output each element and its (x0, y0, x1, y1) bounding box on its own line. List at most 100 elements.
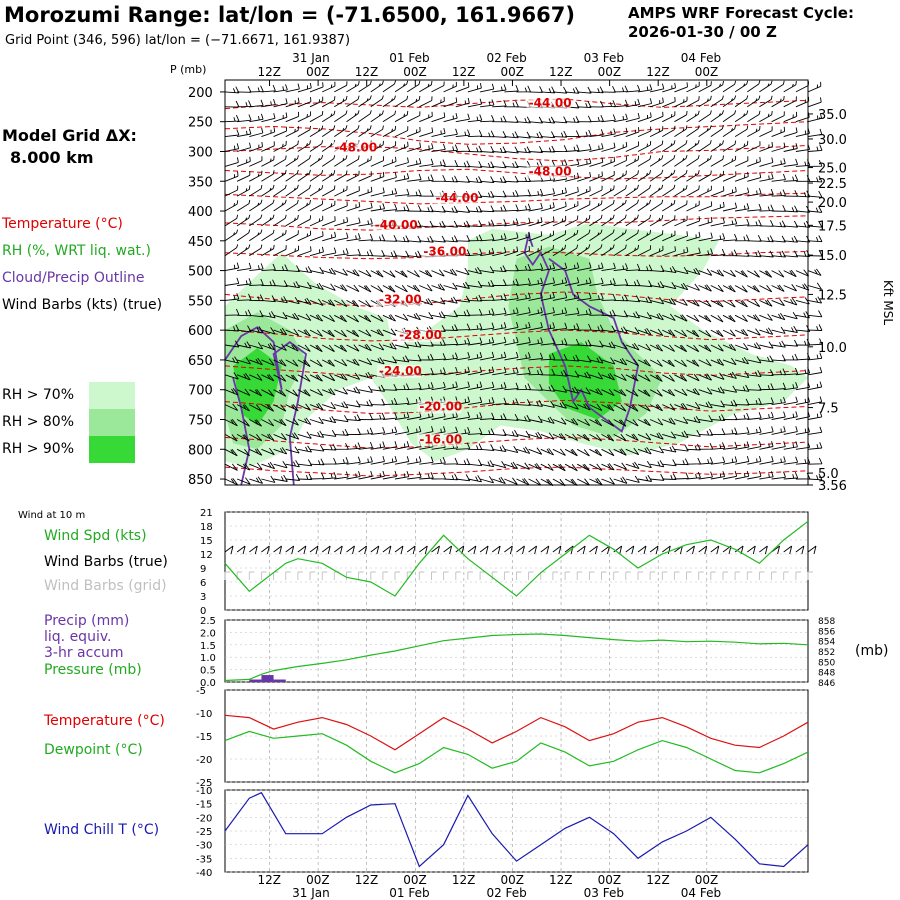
wind-barb (565, 370, 580, 378)
wind-barb (747, 172, 762, 182)
top-time-tick-label: 12Z (355, 65, 379, 79)
wind-barb (662, 266, 677, 274)
temp-tick-label: -10 (196, 709, 212, 720)
wind-barb (747, 441, 762, 450)
wind-barb (807, 160, 823, 167)
pressure-tick-label: 854 (818, 638, 835, 648)
wind-barb (722, 171, 737, 182)
wind-barb (358, 155, 372, 167)
wind-barb (346, 110, 360, 123)
wind-barb (273, 433, 287, 441)
forecast-cycle-label: AMPS WRF Forecast Cycle: (628, 4, 854, 22)
wind-barb (285, 111, 300, 123)
top-time-tick-label: 00Z (403, 65, 427, 79)
p-tick-label: 500 (188, 265, 213, 280)
wind-barb (807, 205, 823, 213)
wind-barb (382, 235, 398, 242)
wind-barb (261, 461, 276, 470)
wind-barb (516, 383, 531, 391)
wind-barb (334, 268, 348, 276)
bottom-date-label: 31 Jan (292, 886, 330, 900)
kft-tick-label: 10.0 (818, 341, 847, 356)
wind10-barb (528, 545, 538, 555)
wind-barb (419, 298, 433, 306)
wind-barb (492, 100, 507, 108)
wind-barb (480, 205, 495, 213)
wind10-barb (601, 545, 610, 555)
model-grid-label: Model Grid ΔX: (2, 126, 137, 145)
wind-barb (674, 154, 688, 167)
wind-barb (297, 344, 311, 352)
wind-barb (443, 324, 459, 331)
wind-barb (322, 283, 336, 291)
wind-speed-tick-label: 21 (200, 508, 213, 519)
wind-barb (467, 308, 483, 316)
wind-barb (224, 463, 238, 471)
wind-barb (540, 432, 555, 440)
wind-barb (698, 95, 712, 108)
wind-barb (771, 189, 786, 197)
wind-barb (698, 299, 712, 308)
wind-barb (650, 83, 665, 93)
wind10-grid-barb (795, 571, 801, 580)
wind-barb (637, 214, 652, 227)
wind-barb (528, 86, 544, 93)
wind-barb (249, 141, 263, 152)
wind-barb (759, 285, 773, 293)
wind-barb (613, 113, 628, 123)
wind-barb (698, 415, 713, 423)
wind-barb (601, 262, 616, 272)
wind-barb (394, 411, 410, 420)
wind-barb (795, 269, 810, 277)
wind-barb (492, 351, 507, 361)
wind-barb (480, 322, 495, 331)
wind-barb (236, 142, 252, 152)
wind-barb (577, 355, 592, 363)
wind-barb (480, 115, 495, 123)
wind-barb (480, 366, 495, 376)
wind-barb (431, 112, 446, 123)
wind-barb (577, 101, 592, 109)
wind-barb (431, 457, 446, 465)
wind-barb (249, 127, 264, 138)
wind-barb (261, 311, 276, 319)
wind10-grid-barb (285, 571, 291, 580)
temperature-contour (224, 168, 809, 180)
wind-barb (783, 158, 799, 167)
wind-barb (686, 200, 700, 212)
wind-barb (686, 329, 700, 338)
wind-barb (322, 299, 336, 307)
wind-barb (771, 312, 786, 321)
temp-label-bg (417, 433, 462, 447)
wind10-grid-barb (528, 571, 534, 580)
wind-barb (528, 263, 544, 272)
wind-barb (297, 111, 312, 123)
wind-barb (309, 374, 323, 382)
wind-barb (504, 232, 519, 242)
wind-barb (273, 214, 287, 227)
wind-barb (297, 389, 311, 397)
wind-barb (662, 431, 677, 439)
wind10-barb (795, 545, 805, 555)
wind-barb (285, 281, 300, 289)
wind-barb (747, 426, 762, 435)
wind-barb (322, 402, 336, 410)
wind-barb (285, 344, 299, 352)
wind10-grid-barb (309, 571, 315, 580)
wind-barb (783, 339, 799, 347)
wind-barb (710, 125, 724, 137)
wind-barb (321, 170, 336, 182)
wind-barb (807, 235, 823, 243)
wind-barb (443, 128, 458, 138)
wind-barb (504, 246, 519, 257)
kft-tick-label: 5.0 (818, 467, 839, 482)
wind10-grid-barb (576, 571, 583, 580)
wind-barb (504, 292, 519, 301)
wind-barb (576, 200, 591, 212)
wind-barb (273, 184, 287, 197)
wind-barb (589, 200, 603, 212)
wind-barb (358, 329, 372, 337)
wind-barb (759, 383, 774, 391)
wind-barb (807, 296, 823, 304)
wind-barb (346, 456, 361, 465)
